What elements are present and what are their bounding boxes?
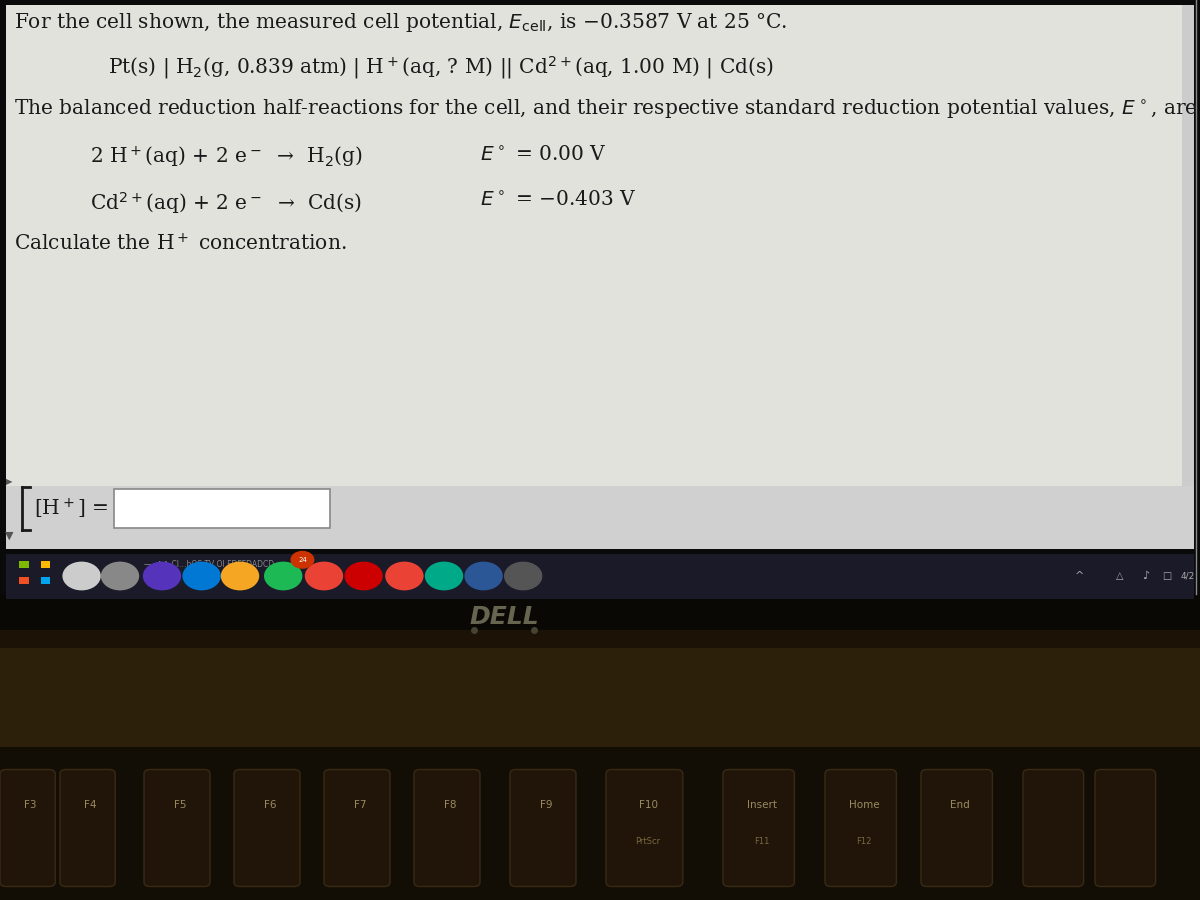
FancyBboxPatch shape — [1022, 770, 1084, 886]
Circle shape — [264, 562, 302, 590]
Bar — [0, 567, 1200, 630]
Text: DELL: DELL — [469, 605, 539, 628]
Circle shape — [143, 562, 181, 590]
Text: Cd$^{2+}$(aq) + 2 e$^-$  →  Cd(s): Cd$^{2+}$(aq) + 2 e$^-$ → Cd(s) — [90, 190, 362, 216]
FancyBboxPatch shape — [234, 770, 300, 886]
Bar — [6, 4, 1194, 549]
Bar — [19, 577, 29, 584]
FancyBboxPatch shape — [114, 489, 330, 528]
Bar — [41, 577, 50, 584]
Circle shape — [182, 562, 221, 590]
Text: ▶: ▶ — [6, 477, 13, 486]
Text: For the cell shown, the measured cell potential, $E_{\mathrm{cell}}$, is −0.3587: For the cell shown, the measured cell po… — [14, 11, 788, 34]
Circle shape — [62, 562, 101, 590]
Text: ^: ^ — [1075, 571, 1085, 581]
Text: F5: F5 — [174, 800, 186, 811]
Text: F4: F4 — [84, 800, 96, 811]
FancyBboxPatch shape — [414, 770, 480, 886]
Bar — [41, 561, 50, 568]
Text: 24: 24 — [298, 557, 307, 562]
Bar — [6, 4, 1194, 531]
Circle shape — [305, 562, 343, 590]
Bar — [6, 486, 1194, 549]
Text: F6: F6 — [264, 800, 276, 811]
Text: ▼: ▼ — [5, 530, 14, 541]
FancyBboxPatch shape — [60, 770, 115, 886]
Text: F3: F3 — [24, 800, 36, 811]
Text: □: □ — [1162, 571, 1171, 581]
FancyBboxPatch shape — [922, 770, 992, 886]
Circle shape — [101, 562, 139, 590]
Bar — [6, 554, 1194, 598]
Bar — [0, 648, 1200, 765]
Bar — [0, 747, 1200, 900]
Bar — [0, 0, 1200, 594]
Text: —  ❙❙ Cl…hOS TV OI FDFFDADCD: — ❙❙ Cl…hOS TV OI FDFFDADCD — [144, 560, 274, 570]
FancyBboxPatch shape — [510, 770, 576, 886]
Circle shape — [385, 562, 424, 590]
Text: △: △ — [1116, 571, 1123, 581]
Circle shape — [425, 562, 463, 590]
FancyBboxPatch shape — [324, 770, 390, 886]
Bar — [0, 630, 1200, 900]
FancyBboxPatch shape — [0, 770, 55, 886]
Text: Insert: Insert — [746, 800, 778, 811]
Text: [H$^+$] =: [H$^+$] = — [34, 497, 108, 520]
Text: F11: F11 — [755, 837, 769, 846]
Circle shape — [504, 562, 542, 590]
Text: The balanced reduction half-reactions for the cell, and their respective standar: The balanced reduction half-reactions fo… — [14, 97, 1198, 121]
FancyBboxPatch shape — [606, 770, 683, 886]
Text: Pt(s) | H$_2$(g, 0.839 atm) | H$^+$(aq, ? M) || Cd$^{2+}$(aq, 1.00 M) | Cd(s): Pt(s) | H$_2$(g, 0.839 atm) | H$^+$(aq, … — [108, 54, 774, 81]
Text: F10: F10 — [638, 800, 658, 811]
FancyBboxPatch shape — [144, 770, 210, 886]
Circle shape — [464, 562, 503, 590]
FancyBboxPatch shape — [722, 770, 794, 886]
FancyBboxPatch shape — [1096, 770, 1156, 886]
Text: 2 H$^+$(aq) + 2 e$^-$  →  H$_2$(g): 2 H$^+$(aq) + 2 e$^-$ → H$_2$(g) — [90, 145, 362, 170]
Text: F12: F12 — [857, 837, 871, 846]
Text: Home: Home — [848, 800, 880, 811]
Bar — [6, 4, 1194, 531]
Text: $E^\circ$ = −0.403 V: $E^\circ$ = −0.403 V — [480, 190, 636, 209]
Text: $E^\circ$ = 0.00 V: $E^\circ$ = 0.00 V — [480, 145, 607, 164]
Circle shape — [344, 562, 383, 590]
Text: F8: F8 — [444, 800, 456, 811]
Circle shape — [290, 551, 314, 569]
Text: ♪: ♪ — [1142, 571, 1150, 581]
Text: Calculate the H$^+$ concentration.: Calculate the H$^+$ concentration. — [14, 233, 347, 254]
Text: End: End — [950, 800, 970, 811]
Text: F9: F9 — [540, 800, 552, 811]
Text: F7: F7 — [354, 800, 366, 811]
Bar — [19, 561, 29, 568]
Circle shape — [221, 562, 259, 590]
FancyBboxPatch shape — [826, 770, 896, 886]
Bar — [1182, 4, 1194, 531]
Text: PrtScr: PrtScr — [636, 837, 660, 846]
Text: 4/2: 4/2 — [1181, 572, 1195, 580]
